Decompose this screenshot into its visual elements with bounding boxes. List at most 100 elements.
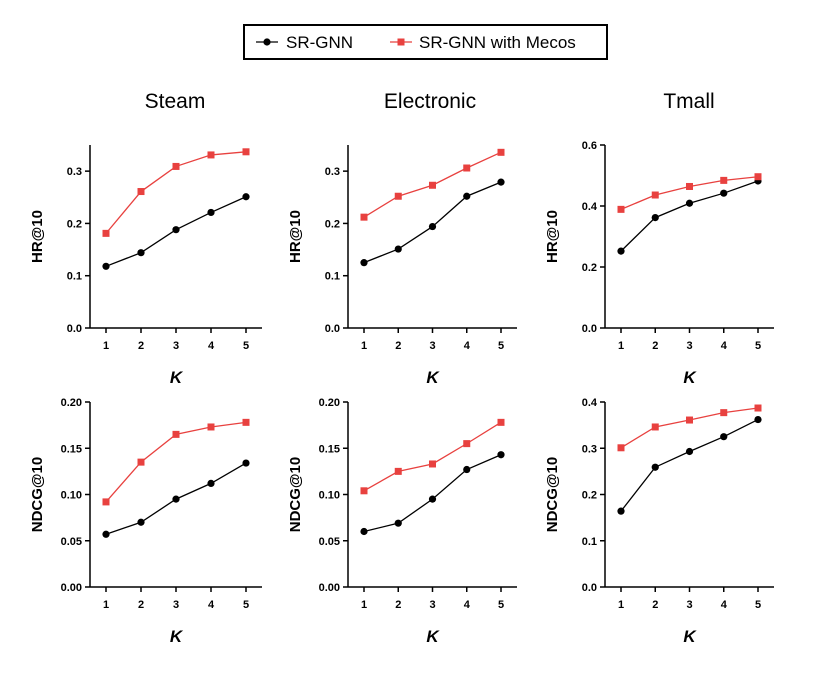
point-sr-gnn-with-mecos <box>429 181 436 189</box>
y-tick-label: 0.0 <box>582 323 597 335</box>
y-tick-label: 0.2 <box>582 262 597 274</box>
panel-electronic-hr-10: 0.0 0.1 0.2 0.3 1 2 3 4 5 K HR@10 <box>287 145 517 387</box>
panel-tmall-hr-10: 0.0 0.2 0.4 0.6 1 2 3 4 5 K HR@10 <box>544 140 774 387</box>
y-tick-label: 0.0 <box>67 323 82 335</box>
y-tick-label: 0.3 <box>325 166 340 178</box>
point-sr-gnn <box>685 447 694 456</box>
y-tick-label: 0.6 <box>582 140 597 152</box>
point-sr-gnn-with-mecos <box>137 458 145 466</box>
point-sr-gnn-with-mecos <box>686 416 693 424</box>
y-axis-label: NDCG@10 <box>287 457 304 532</box>
series-line-sr-gnn-with-mecos <box>363 421 502 492</box>
point-sr-gnn-with-mecos <box>394 467 402 475</box>
y-tick-label: 0.4 <box>582 397 598 409</box>
point-sr-gnn-with-mecos <box>720 409 728 417</box>
y-tick-label: 0.0 <box>325 323 340 335</box>
column-title-steam: Steam <box>145 90 206 113</box>
point-sr-gnn <box>207 479 215 487</box>
point-sr-gnn <box>651 463 659 471</box>
point-sr-gnn-with-mecos <box>651 423 659 431</box>
point-sr-gnn-with-mecos <box>242 418 250 426</box>
point-sr-gnn-with-mecos <box>207 423 215 431</box>
point-sr-gnn <box>497 451 505 459</box>
y-tick-label: 0.00 <box>61 582 82 594</box>
legend-marker-mecos <box>397 38 405 46</box>
point-sr-gnn-with-mecos <box>242 148 250 156</box>
point-sr-gnn-with-mecos <box>429 460 436 468</box>
x-tick-label: 3 <box>686 599 692 611</box>
point-sr-gnn <box>360 527 368 536</box>
x-tick-label: 5 <box>243 599 249 611</box>
x-tick-label: 4 <box>464 599 471 611</box>
y-tick-label: 0.2 <box>67 218 82 230</box>
x-axis-label: K <box>170 627 184 646</box>
point-sr-gnn <box>685 199 694 207</box>
y-tick-label: 0.2 <box>582 490 597 502</box>
point-sr-gnn-with-mecos <box>102 498 110 506</box>
point-sr-gnn-with-mecos <box>394 192 402 200</box>
y-tick-label: 0.3 <box>582 443 597 455</box>
point-sr-gnn-with-mecos <box>360 213 368 221</box>
x-tick-label: 5 <box>498 599 504 611</box>
point-sr-gnn-with-mecos <box>617 205 625 213</box>
y-axis-label: NDCG@10 <box>29 457 46 532</box>
y-tick-label: 0.2 <box>325 218 340 230</box>
point-sr-gnn-with-mecos <box>617 444 625 452</box>
point-sr-gnn <box>242 193 250 201</box>
point-sr-gnn-with-mecos <box>207 151 215 159</box>
y-tick-label: 0.10 <box>319 490 340 502</box>
column-title-tmall: Tmall <box>663 90 714 113</box>
point-sr-gnn-with-mecos <box>463 440 471 448</box>
y-tick-label: 0.1 <box>582 536 597 548</box>
point-sr-gnn <box>720 189 728 197</box>
point-sr-gnn <box>754 415 762 424</box>
x-tick-label: 5 <box>755 599 761 611</box>
point-sr-gnn <box>651 213 659 222</box>
point-sr-gnn <box>617 247 625 255</box>
point-sr-gnn <box>428 495 437 503</box>
point-sr-gnn <box>428 222 437 231</box>
legend-marker-sr-gnn <box>263 38 271 46</box>
y-axis-label: NDCG@10 <box>544 457 561 532</box>
panels: 0.0 0.1 0.2 0.3 1 2 3 4 5 K HR@10 0.0 0.1 0.2 0.3 1 2 3 4 5… <box>29 140 774 646</box>
y-axis-label: HR@10 <box>29 210 46 263</box>
series-line-sr-gnn <box>620 180 759 252</box>
x-tick-label: 1 <box>618 599 624 611</box>
x-tick-label: 3 <box>173 340 179 352</box>
y-tick-label: 0.4 <box>582 201 598 213</box>
x-axis-label: K <box>683 627 697 646</box>
x-axis-label: K <box>426 368 440 387</box>
legend: SR-GNN SR-GNN with Mecos <box>243 24 608 60</box>
y-tick-label: 0.1 <box>325 271 340 283</box>
x-tick-label: 4 <box>464 340 471 352</box>
point-sr-gnn-with-mecos <box>463 164 471 172</box>
x-tick-label: 2 <box>395 340 401 352</box>
x-tick-label: 3 <box>686 340 692 352</box>
x-tick-label: 2 <box>652 340 658 352</box>
legend-label-mecos: SR-GNN with Mecos <box>419 33 576 52</box>
x-tick-label: 1 <box>103 599 109 611</box>
point-sr-gnn-with-mecos <box>497 148 505 156</box>
y-tick-label: 0.05 <box>61 536 82 548</box>
y-tick-label: 0.3 <box>67 166 82 178</box>
point-sr-gnn <box>102 262 110 270</box>
y-tick-label: 0.10 <box>61 490 82 502</box>
point-sr-gnn-with-mecos <box>720 176 728 184</box>
x-axis-label: K <box>170 368 184 387</box>
point-sr-gnn <box>137 518 145 526</box>
panel-tmall-ndcg-10: 0.0 0.1 0.2 0.3 0.4 1 2 3 4 5 K NDCG@10 <box>544 397 774 646</box>
y-tick-label: 0.0 <box>582 582 597 594</box>
point-sr-gnn <box>463 192 471 200</box>
y-axis-label: HR@10 <box>287 210 304 263</box>
x-tick-label: 2 <box>138 599 144 611</box>
y-axis-label: HR@10 <box>544 210 561 263</box>
point-sr-gnn-with-mecos <box>497 418 505 426</box>
x-tick-label: 3 <box>173 599 179 611</box>
x-tick-label: 1 <box>361 340 367 352</box>
x-axis-label: K <box>426 627 440 646</box>
x-tick-label: 4 <box>721 340 728 352</box>
series-line-sr-gnn <box>620 418 759 512</box>
point-sr-gnn <box>242 459 250 467</box>
point-sr-gnn <box>463 465 471 474</box>
y-tick-label: 0.20 <box>61 397 82 409</box>
